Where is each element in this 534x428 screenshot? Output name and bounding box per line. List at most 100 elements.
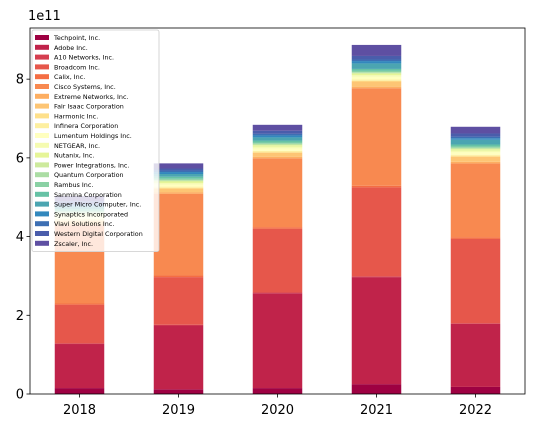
bar-segment-2021-14 xyxy=(351,72,402,73)
bar-segment-2020-9 xyxy=(252,150,303,152)
bar-segment-2022-16 xyxy=(450,144,501,147)
bar-segment-2019-5 xyxy=(153,193,204,276)
bar-segment-2018-2 xyxy=(54,343,105,345)
bars-layer xyxy=(54,44,501,394)
legend-swatch xyxy=(35,221,49,227)
bar-segment-2022-1 xyxy=(450,323,501,387)
bar-segment-2020-5 xyxy=(252,158,303,228)
legend-label: Rambus Inc. xyxy=(54,181,93,189)
legend-label: NETGEAR, Inc. xyxy=(54,142,100,150)
legend-swatch xyxy=(35,74,49,80)
legend-swatch xyxy=(35,172,49,178)
bar-segment-2022-20 xyxy=(450,133,501,137)
bar-segment-2019-20 xyxy=(153,168,204,171)
legend-swatch xyxy=(35,201,49,207)
bar-segment-2020-6 xyxy=(252,156,303,159)
bar-segment-2022-14 xyxy=(450,147,501,149)
x-tick-label: 2021 xyxy=(360,403,393,418)
bar-segment-2021-17 xyxy=(351,63,402,69)
bar-segment-2018-3 xyxy=(54,304,105,344)
bar-segment-2022-13 xyxy=(450,148,501,150)
bar-segment-2022-9 xyxy=(450,154,501,156)
bar-segment-2022-4 xyxy=(450,237,501,239)
bar-segment-2019-1 xyxy=(153,325,204,390)
legend-label: A10 Networks, Inc. xyxy=(54,54,114,62)
bar-segment-2019-13 xyxy=(153,180,204,182)
legend-swatch xyxy=(35,35,49,40)
bar-segment-2021-0 xyxy=(351,384,402,394)
legend-label: Cisco Systems, Inc. xyxy=(54,83,116,91)
bar-segment-2020-11 xyxy=(252,146,303,149)
bar-segment-2022-19 xyxy=(450,136,501,139)
bar-segment-2021-15 xyxy=(351,70,402,73)
legend-swatch xyxy=(35,240,49,246)
bar-segment-2022-5 xyxy=(450,163,501,238)
legend-label: Quantum Corporation xyxy=(54,171,124,179)
legend-label: Power Integrations, Inc. xyxy=(54,161,129,169)
legend-swatch xyxy=(35,54,49,60)
bar-segment-2019-18 xyxy=(153,172,204,175)
bar-segment-2021-12 xyxy=(351,73,402,76)
bar-segment-2019-21 xyxy=(153,163,204,169)
bar-segment-2020-17 xyxy=(252,137,303,141)
legend-swatch xyxy=(35,84,49,89)
bar-segment-2021-4 xyxy=(351,185,402,188)
legend-swatch xyxy=(35,152,49,158)
bar-segment-2021-18 xyxy=(351,61,402,64)
bar-segment-2021-1 xyxy=(351,277,402,385)
y-tick-label: 4 xyxy=(16,230,24,245)
legend-label: Harmonic Inc. xyxy=(54,112,98,120)
bar-segment-2022-0 xyxy=(450,386,501,394)
bar-segment-2021-6 xyxy=(351,86,402,89)
bar-segment-2021-20 xyxy=(351,55,402,60)
bar-segment-2019-17 xyxy=(153,174,204,177)
bar-segment-2019-15 xyxy=(153,178,204,180)
bar-segment-2020-8 xyxy=(252,151,303,153)
bar-segment-2020-0 xyxy=(252,388,303,394)
bar-segment-2022-11 xyxy=(450,150,501,153)
legend-label: Broadcom Inc. xyxy=(54,63,100,71)
bar-segment-2018-4 xyxy=(54,303,105,305)
bar-segment-2019-11 xyxy=(153,183,204,185)
bar-segment-2020-16 xyxy=(252,140,303,143)
bar-segment-2020-19 xyxy=(252,133,303,136)
bar-segment-2019-14 xyxy=(153,179,204,181)
legend-label: Adobe Inc. xyxy=(54,44,88,52)
x-tick-label: 2022 xyxy=(459,403,492,418)
bar-segment-2021-8 xyxy=(351,80,402,82)
x-tick-label: 2020 xyxy=(261,403,294,418)
legend-label: Synaptics Incorporated xyxy=(54,210,128,218)
bar-segment-2022-15 xyxy=(450,146,501,148)
legend-swatch xyxy=(35,162,49,168)
bar-segment-2022-6 xyxy=(450,161,501,164)
y-tick-label: 2 xyxy=(16,309,24,324)
x-tick-label: 2019 xyxy=(162,403,195,418)
y-tick-label: 0 xyxy=(16,388,24,403)
legend-swatch xyxy=(35,64,49,70)
bar-segment-2019-6 xyxy=(153,192,204,194)
legend-label: Infinera Corporation xyxy=(54,122,118,130)
legend-swatch xyxy=(35,113,49,119)
bar-segment-2021-16 xyxy=(351,68,402,71)
bar-segment-2021-9 xyxy=(351,79,402,81)
legend-swatch xyxy=(35,142,49,148)
legend-swatch xyxy=(35,211,49,217)
bar-segment-2020-20 xyxy=(252,130,303,134)
bar-segment-2020-2 xyxy=(252,292,303,294)
bar-segment-2021-19 xyxy=(351,59,402,62)
bar-segment-2021-21 xyxy=(351,44,402,56)
bar-segment-2019-16 xyxy=(153,176,204,179)
legend-swatch xyxy=(35,231,49,236)
bar-segment-2019-10 xyxy=(153,184,204,187)
bar-segment-2022-17 xyxy=(450,139,501,145)
bar-segment-2021-13 xyxy=(351,72,402,74)
legend-label: Extreme Networks, Inc. xyxy=(54,93,129,101)
bar-segment-2021-7 xyxy=(351,81,402,87)
y-tick-label: 6 xyxy=(16,151,24,166)
bar-segment-2020-1 xyxy=(252,293,303,389)
legend-swatch xyxy=(35,133,49,138)
bar-segment-2020-10 xyxy=(252,148,303,151)
bar-segment-2021-2 xyxy=(351,276,402,278)
legend-swatch xyxy=(35,93,49,99)
